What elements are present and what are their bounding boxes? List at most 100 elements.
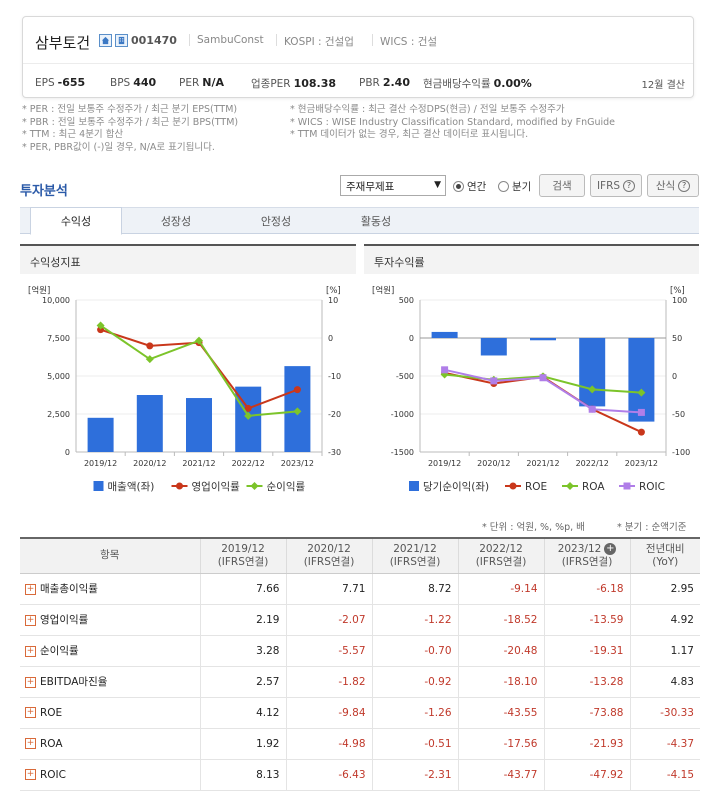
series-point — [145, 355, 154, 364]
table-cell: -1.82 — [286, 666, 373, 698]
expand-row-icon[interactable]: + — [25, 645, 36, 657]
section-title: 투자분석 — [20, 184, 68, 199]
table-cell: 1.17 — [630, 635, 700, 667]
separator — [372, 34, 373, 46]
table-cell: -13.28 — [544, 666, 631, 698]
table-row: + ROE 4.12 -9.84 -1.26 -43.55 -73.88 -30.33 — [20, 697, 700, 729]
legend-marker — [566, 482, 574, 490]
expand-row-icon[interactable]: + — [25, 769, 36, 780]
table-cell: -6.18 — [544, 573, 631, 605]
legend-swatch — [409, 481, 419, 491]
english-name: SambuConst — [197, 34, 264, 46]
ifrs-button[interactable]: IFRS ? — [590, 174, 642, 197]
return-chart: [억원] [%] -1500 -100 -1000 -50 -500 0 0 50 500 100 20… — [372, 285, 690, 493]
company-header: 삼부토건 001470 SambuConst KOSPI : 건설업 WICS … — [22, 16, 694, 98]
help-icon: ? — [623, 179, 636, 192]
table-cell: 2.57 — [200, 666, 287, 698]
table-cell: 3.28 — [200, 635, 287, 667]
bar — [186, 398, 212, 452]
x-tick-label: 2020/12 — [133, 459, 166, 468]
expand-columns-icon[interactable]: + — [604, 542, 617, 555]
table-cell: -19.31 — [544, 635, 631, 667]
row-label[interactable]: + 매출총이익률 — [20, 573, 201, 605]
series-point — [96, 321, 105, 330]
x-tick-label: 2021/12 — [526, 459, 559, 468]
table-header-row: 항목 2019/12 (IFRS연결) 2020/12 (IFRS연결) 2021/… — [20, 537, 700, 574]
bar — [87, 417, 114, 452]
help-icon: ? — [678, 179, 691, 192]
legend-label: 매출액(좌) — [108, 481, 155, 493]
building-icon[interactable] — [115, 34, 128, 47]
row-label[interactable]: + ROIC — [20, 759, 201, 791]
ifrs-label: IFRS — [596, 179, 621, 192]
formula-button[interactable]: 산식 ? — [647, 174, 699, 197]
table-cell: -43.77 — [458, 759, 545, 791]
table-cell: 8.13 — [200, 759, 287, 791]
series-point — [244, 411, 253, 420]
series-point — [490, 377, 498, 385]
y-tick-right: -100 — [672, 448, 690, 457]
expand-row-icon[interactable]: + — [25, 707, 36, 718]
search-button[interactable]: 검색 — [539, 174, 585, 197]
bar — [579, 338, 606, 407]
table-cell: -0.51 — [372, 728, 459, 760]
header-year: 2021/12 (IFRS연결) — [372, 537, 459, 574]
table-cell: 1.92 — [200, 728, 287, 760]
row-label[interactable]: + ROA — [20, 728, 201, 760]
y-tick-right: -30 — [328, 448, 341, 457]
expand-row-icon[interactable]: + — [25, 614, 36, 626]
legend-label: ROE — [525, 481, 547, 493]
table-cell: -47.92 — [544, 759, 631, 791]
row-label-text: 순이익률 — [40, 645, 79, 657]
row-label[interactable]: + 순이익률 — [20, 635, 201, 667]
table-cell: -13.59 — [544, 604, 631, 636]
tab-profitability[interactable]: 수익성 — [30, 207, 122, 235]
table-cell: 4.83 — [630, 666, 700, 698]
table-cell: -1.22 — [372, 604, 459, 636]
radio-annual[interactable]: 연간 — [453, 179, 486, 194]
home-icon[interactable] — [99, 34, 112, 47]
table-cell: -5.57 — [286, 635, 373, 667]
analysis-tabs: 수익성 성장성 안정성 활동성 — [20, 207, 699, 235]
y-tick-right: 100 — [672, 296, 687, 305]
bar — [136, 395, 163, 452]
note-line: * PER, PBR값이 (-)일 경우, N/A로 표기됩니다. — [22, 141, 215, 153]
radio-quarter[interactable]: 분기 — [498, 179, 531, 194]
header-year: 2023/12+(YoY)(IFRS연결) — [544, 537, 631, 574]
radio-unselected-icon — [498, 181, 509, 192]
y-tick-left: 0 — [409, 334, 414, 343]
row-label[interactable]: + ROE — [20, 697, 201, 729]
profitability-table: 항목 2019/12 (IFRS연결) 2020/12 (IFRS연결) 2021/… — [20, 537, 700, 791]
formula-label: 산식 — [655, 180, 676, 192]
tab-growth[interactable]: 성장성 — [160, 215, 192, 228]
legend-label: ROA — [582, 481, 605, 493]
series-point — [588, 405, 596, 413]
tab-stability[interactable]: 안정성 — [260, 215, 292, 228]
y-tick-right: 0 — [672, 372, 677, 381]
series-line — [444, 371, 642, 434]
y-tick-left: 7,500 — [47, 334, 70, 343]
metric-industry-per: 업종PER 108.38 — [251, 77, 337, 90]
company-code: 001470 — [131, 34, 177, 47]
expand-row-icon[interactable]: + — [25, 583, 36, 595]
table-cell: 2.19 — [200, 604, 287, 636]
expand-row-icon[interactable]: + — [25, 676, 36, 688]
expand-row-icon[interactable]: + — [25, 738, 36, 749]
y-tick-left: 0 — [65, 448, 70, 457]
header-year: 2019/12 (IFRS연결) — [200, 537, 287, 574]
tab-activity[interactable]: 활동성 — [360, 215, 392, 228]
settlement-month: 12월 결산 — [641, 80, 685, 91]
note-line: * PER : 전일 보통주 수정주가 / 최근 분기 EPS(TTM) — [22, 104, 238, 115]
y-tick-left: 5,000 — [47, 372, 70, 381]
legend-label: ROIC — [639, 481, 665, 493]
row-label[interactable]: + EBITDA마진율 — [20, 666, 201, 698]
table-cell: -73.88 — [544, 697, 631, 729]
statement-select[interactable]: 주재무제표 ▼ — [340, 175, 446, 196]
table-cell: -20.48 — [458, 635, 545, 667]
table-cell: -0.92 — [372, 666, 459, 698]
row-label[interactable]: + 영업이익률 — [20, 604, 201, 636]
table-cell: 2.95 — [630, 573, 700, 605]
table-cell: -18.52 — [458, 604, 545, 636]
table-cell: 7.66 — [200, 573, 287, 605]
x-tick-label: 2021/12 — [182, 459, 215, 468]
